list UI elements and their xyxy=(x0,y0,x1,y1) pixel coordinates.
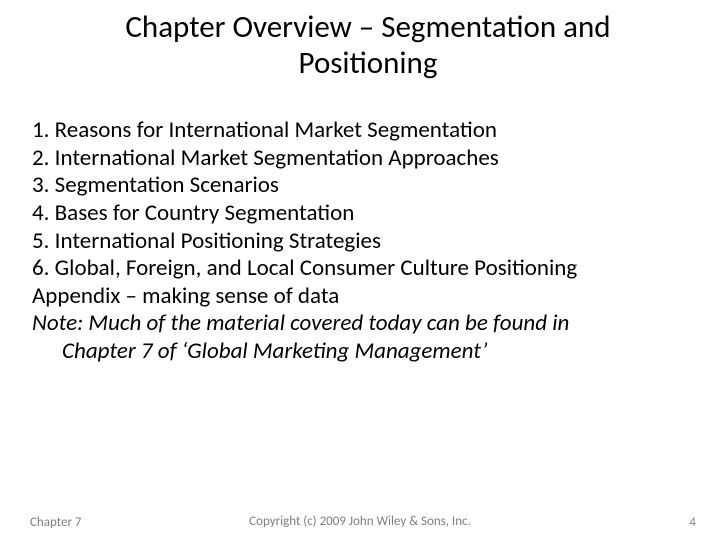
list-item: 2. International Market Segmentation App… xyxy=(32,145,690,173)
slide-body: 1. Reasons for International Market Segm… xyxy=(32,117,690,365)
list-item: 4. Bases for Country Segmentation xyxy=(32,200,690,228)
note-line: Chapter 7 of ‘Global Marketing Managemen… xyxy=(32,338,690,366)
list-item: 5. International Positioning Strategies xyxy=(32,228,690,256)
footer-left: Chapter 7 xyxy=(30,515,82,530)
slide: Chapter Overview – Segmentation and Posi… xyxy=(0,0,720,540)
list-item: Appendix – making sense of data xyxy=(32,283,690,311)
list-item: 3. Segmentation Scenarios xyxy=(32,172,690,200)
slide-footer: Chapter 7 Copyright (c) 2009 John Wiley … xyxy=(0,515,720,530)
slide-title: Chapter Overview – Segmentation and Posi… xyxy=(86,10,650,81)
note-line: Note: Much of the material covered today… xyxy=(32,310,690,338)
footer-center: Copyright (c) 2009 John Wiley & Sons, In… xyxy=(0,515,720,530)
footer-page-number: 4 xyxy=(689,515,696,530)
list-item: 1. Reasons for International Market Segm… xyxy=(32,117,690,145)
list-item: 6. Global, Foreign, and Local Consumer C… xyxy=(32,255,690,283)
